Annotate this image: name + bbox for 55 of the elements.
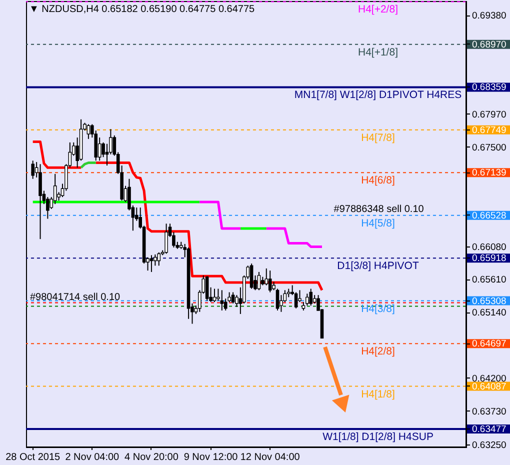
candlestick [86, 124, 90, 140]
ref-line-label: D1[3/8] H4PIVOT [337, 260, 420, 272]
ref-line-label: H4[+1/8] [358, 46, 398, 58]
ref-line-label: MN1[7/8] W1[2/8] D1PIVOT H4RES [294, 89, 462, 102]
ref-line-label: H4[3/8] [361, 302, 396, 315]
y-tick-label: 0.63730 [472, 406, 506, 418]
x-tick-label: 9 Nov 12:00 [184, 452, 238, 463]
ref-line-label: H4[1/8] [361, 388, 396, 400]
y-tick-label: 0.65610 [472, 274, 506, 286]
y-tick-label: 0.67500 [472, 142, 506, 154]
annotation: #98041714 sell 0.10 [30, 292, 121, 303]
candlestick [306, 293, 309, 306]
y-tick-label: 0.67970 [472, 109, 506, 120]
x-tick-label: 12 Nov 04:00 [240, 452, 300, 463]
ref-line-label: H4[5/8] [361, 217, 396, 230]
candlestick [220, 290, 224, 311]
candlestick [205, 276, 209, 302]
y-tick-label: 0.67749 [472, 124, 506, 136]
y-tick-label: 0.68970 [472, 39, 506, 50]
y-tick-label: 0.63477 [472, 424, 506, 436]
candlestick [38, 164, 42, 240]
ref-line-label: W1[1/8] D1[2/8] H4SUP [322, 431, 434, 444]
x-tick-label: 28 Oct 2015 [6, 452, 61, 463]
candlestick [276, 288, 280, 311]
candlestick [257, 271, 261, 291]
candlestick [98, 137, 102, 162]
x-tick-label: 2 Nov 04:00 [65, 452, 120, 463]
ref-line-label: H4[+2/8] [358, 4, 398, 16]
y-tick-label: 0.66528 [472, 210, 506, 222]
candlestick [157, 252, 161, 266]
candlestick [53, 173, 57, 205]
y-tick-label: 0.63250 [472, 440, 506, 451]
candlestick [212, 288, 216, 303]
ref-line-label: H4[6/8] [361, 174, 396, 187]
x-tick-label: 4 Nov 20:00 [124, 452, 179, 463]
y-tick-label: 0.65140 [472, 308, 506, 319]
y-tick-label: 0.65918 [472, 253, 506, 264]
y-tick-label: 0.64087 [472, 381, 506, 392]
candlestick [250, 263, 254, 290]
candlestick [164, 223, 168, 254]
candlestick [231, 292, 235, 304]
chart-title: ▼ NZDUSD,H4 0.65182 0.65190 0.64775 0.64775 [29, 4, 256, 15]
ref-line-label: H4[7/8] [361, 132, 396, 144]
candlestick [309, 288, 313, 306]
ref-line-label: H4[2/8] [361, 346, 396, 358]
y-tick-label: 0.64697 [472, 338, 506, 350]
candlestick [31, 160, 35, 180]
candlestick [268, 270, 272, 293]
y-tick-label: 0.65308 [472, 296, 506, 307]
y-tick-label: 0.68359 [472, 82, 506, 94]
annotation: #97886348 sell 0.10 [334, 204, 424, 216]
y-tick-label: 0.66080 [472, 242, 506, 253]
y-tick-label: 0.69380 [472, 10, 506, 22]
candlestick [283, 290, 287, 303]
y-tick-label: 0.67139 [472, 168, 506, 179]
